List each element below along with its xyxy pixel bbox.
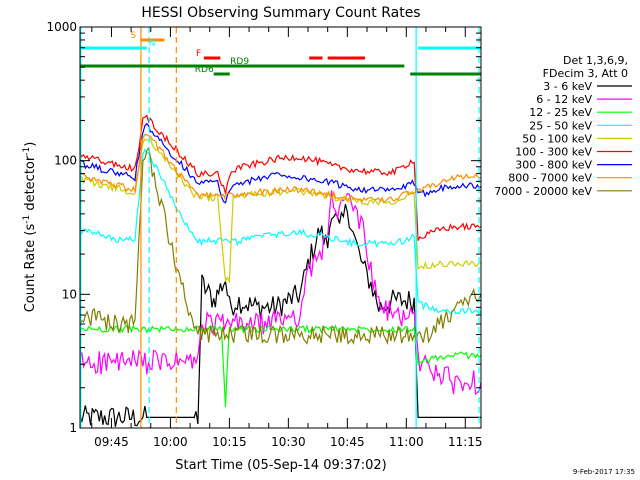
status-bar-label-1: N <box>149 39 156 49</box>
legend-entry-0: 3 - 6 keV <box>543 80 592 93</box>
x-tick-label-5: 11:00 <box>389 435 424 449</box>
y-axis: 1 10 100 1000 <box>46 20 481 435</box>
legend-entry-3: 25 - 50 keV <box>529 119 592 132</box>
legend: Det 1,3,6,9, FDecim 3, Att 0 3 - 6 keV6 … <box>494 54 632 198</box>
x-axis: 09:45 10:00 10:15 10:30 10:45 11:00 11:15 <box>91 27 483 449</box>
y-tick-label-0: 1 <box>69 421 77 435</box>
y-tick-label-1: 10 <box>62 287 77 301</box>
legend-entry-2: 12 - 25 keV <box>529 106 592 119</box>
series-line-3 <box>79 148 482 316</box>
footer-date: 9-Feb-2017 17:35 <box>573 468 635 476</box>
series-line-6 <box>79 122 482 204</box>
legend-entry-8: 7000 - 20000 keV <box>494 185 592 198</box>
y-tick-label-3: 1000 <box>46 20 77 34</box>
legend-entry-7: 800 - 7000 keV <box>508 172 592 185</box>
series-line-8 <box>79 146 482 346</box>
series-line-1 <box>79 190 482 396</box>
chart-title: HESSI Observing Summary Count Rates <box>141 5 420 21</box>
status-bar-label-4: RD6 <box>195 65 214 75</box>
x-axis-label: Start Time (05-Sep-14 09:37:02) <box>175 458 386 473</box>
plot-frame <box>79 26 482 429</box>
y-axis-label: Count Rate (s-1 detector-1) <box>22 142 38 313</box>
x-tick-label-6: 11:15 <box>448 435 483 449</box>
series-layer <box>79 114 482 427</box>
x-tick-label-0: 09:45 <box>94 435 129 449</box>
series-line-0 <box>79 204 481 427</box>
y-label-part2: detector <box>23 155 38 215</box>
x-tick-label-2: 10:15 <box>212 435 247 449</box>
legend-entry-6: 300 - 800 keV <box>515 159 592 172</box>
x-tick-label-1: 10:00 <box>153 435 188 449</box>
series-line-2 <box>79 324 482 408</box>
series-line-7 <box>79 133 482 204</box>
status-bar-label-0: S <box>130 31 136 41</box>
legend-entry-1: 6 - 12 keV <box>536 93 592 106</box>
status-bar-label-2: F <box>196 49 201 59</box>
status-layer: S N F RD9 RD6 <box>80 31 481 76</box>
y-label-part3: ) <box>23 142 38 147</box>
series-line-5 <box>79 114 482 241</box>
y-label-sup2: -1 <box>22 147 32 156</box>
legend-entry-4: 50 - 100 keV <box>522 132 592 145</box>
vline-layer <box>80 27 480 428</box>
legend-header-line1: Det 1,3,6,9, <box>563 54 628 67</box>
status-bar-label-3: RD9 <box>230 57 249 67</box>
y-label-part1: Count Rate (s <box>23 224 38 313</box>
legend-entry-5: 100 - 300 keV <box>515 146 592 159</box>
y-tick-label-2: 100 <box>54 154 77 168</box>
y-label-sup1: -1 <box>22 215 32 224</box>
legend-header-line2: FDecim 3, Att 0 <box>543 67 628 80</box>
x-tick-label-3: 10:30 <box>271 435 306 449</box>
x-tick-label-4: 10:45 <box>330 435 365 449</box>
series-line-4 <box>79 137 482 284</box>
